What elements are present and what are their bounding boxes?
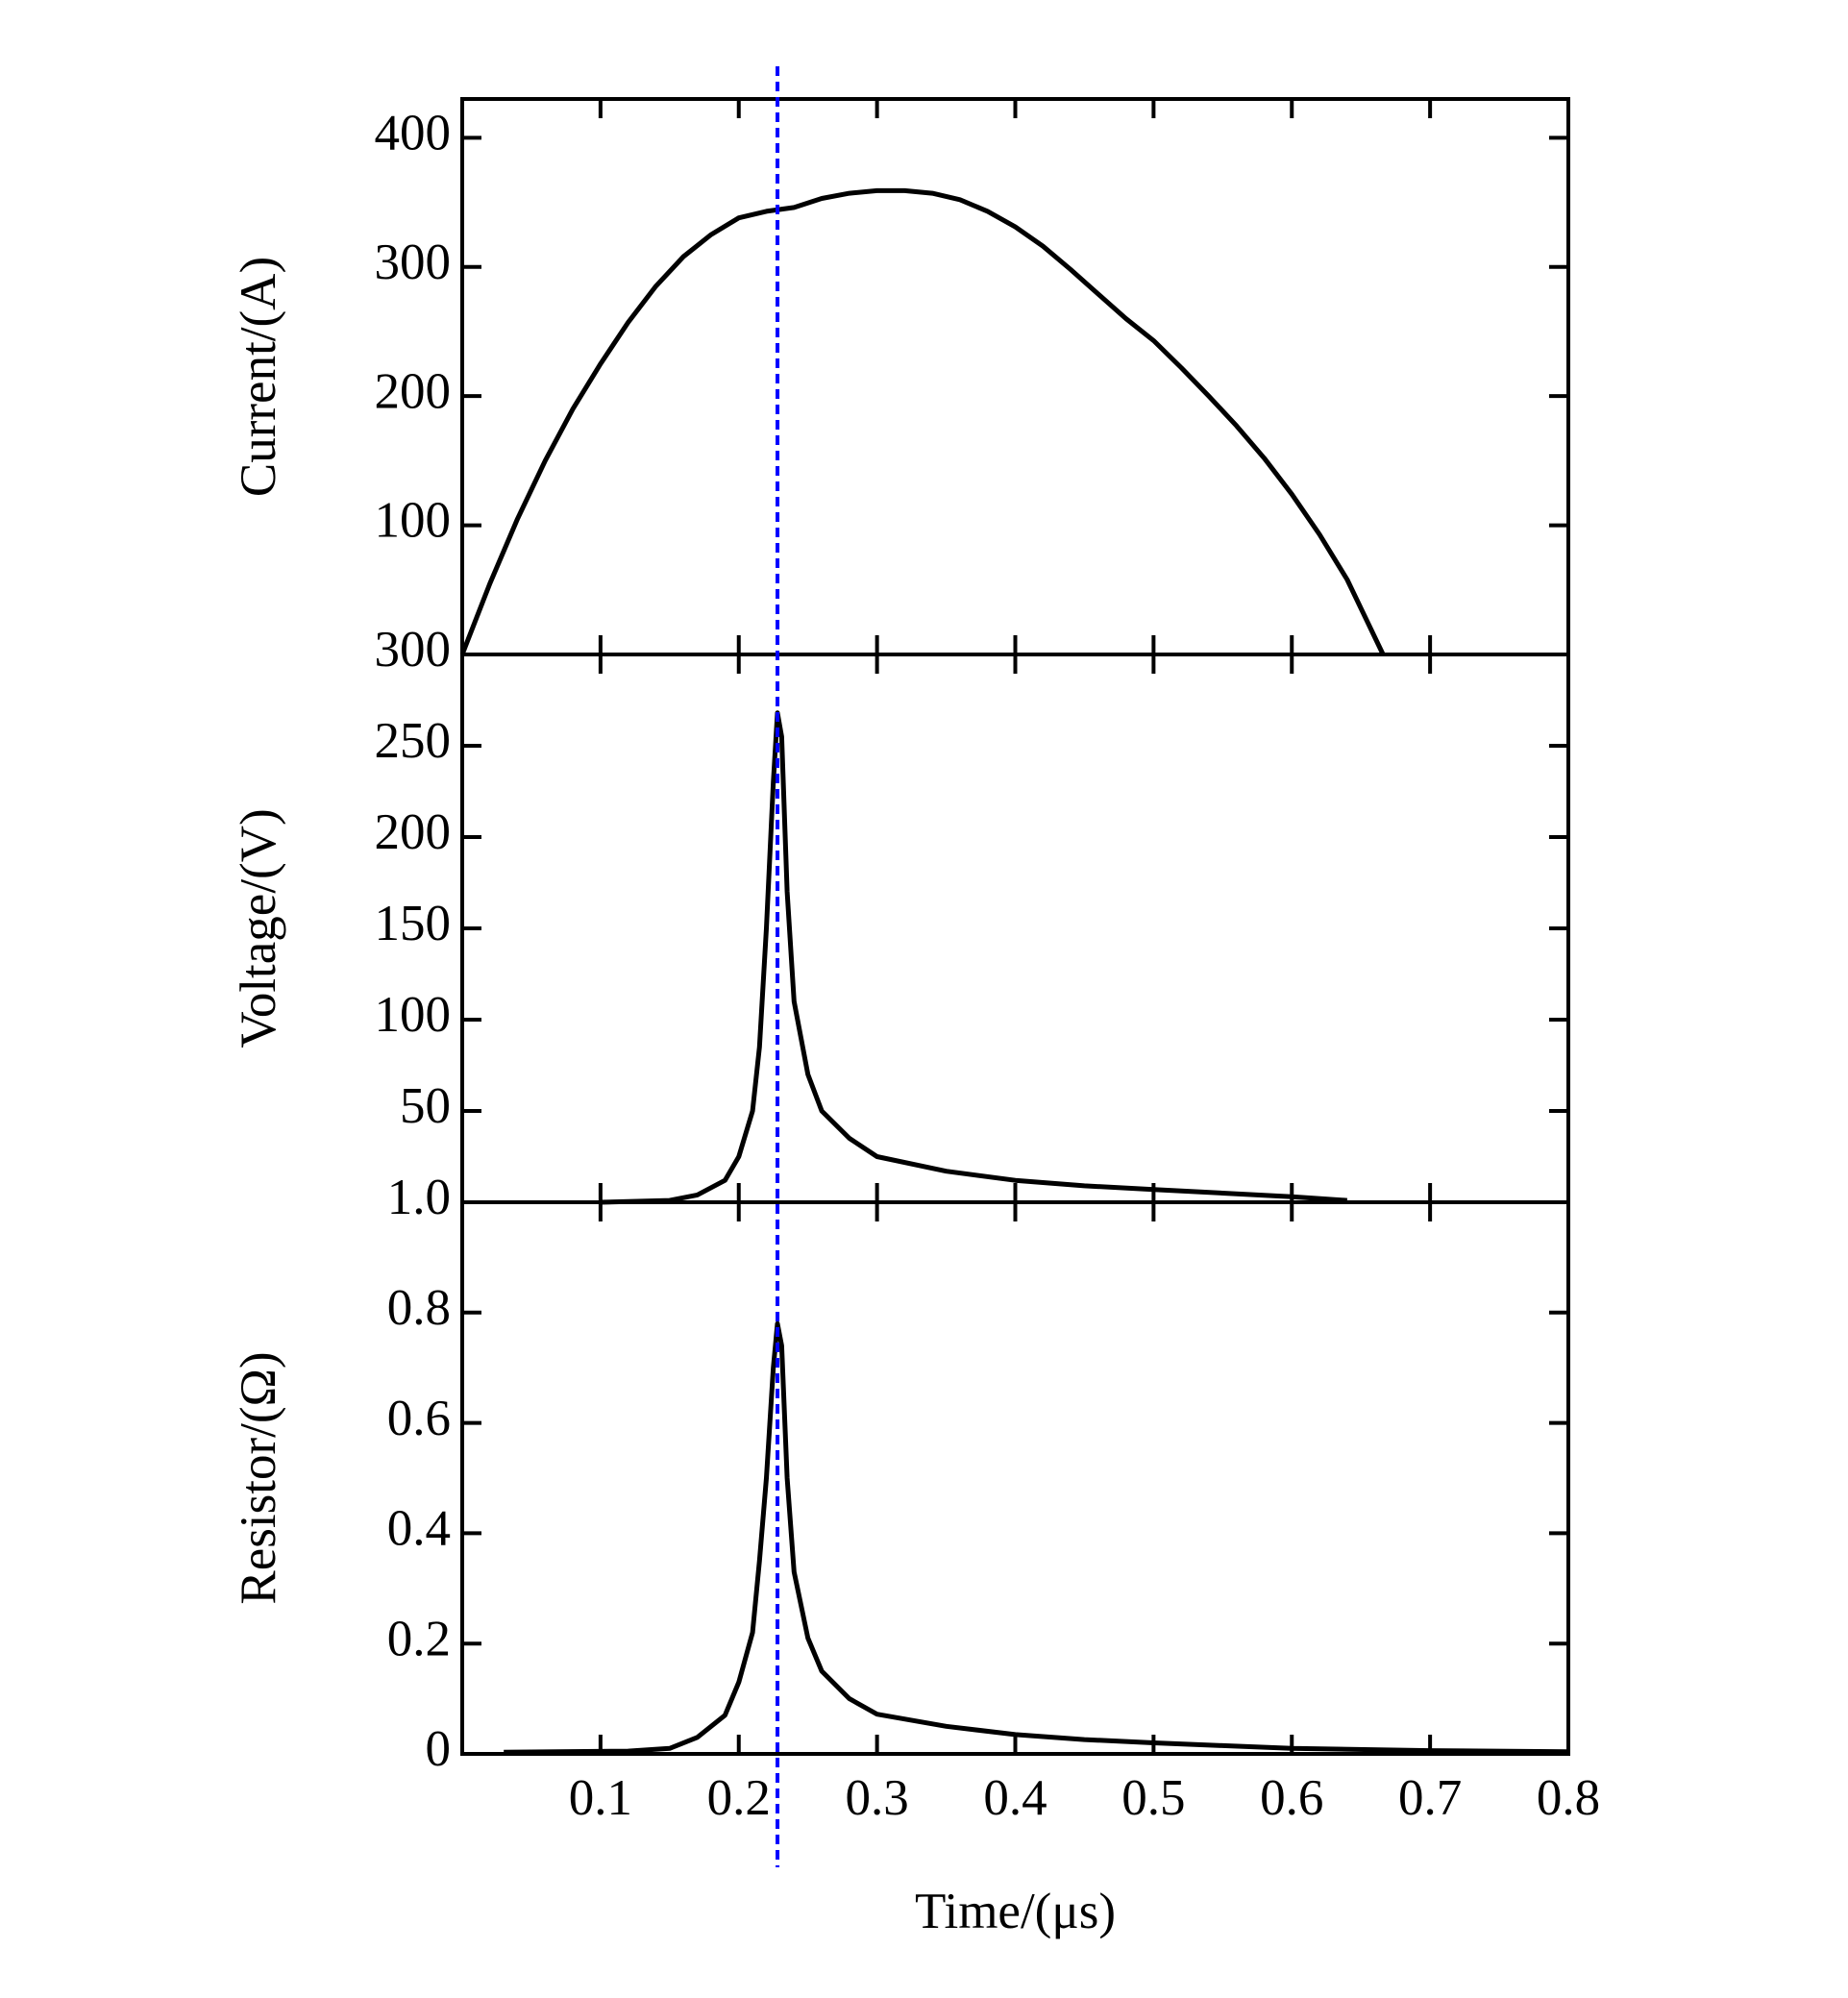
y-tick-label: 0.8 <box>387 1280 451 1336</box>
data-line <box>459 187 1386 656</box>
x-tick-label: 0.5 <box>1121 1770 1185 1826</box>
x-tick-label: 0.4 <box>983 1770 1047 1826</box>
plot-frame <box>460 1200 1570 1756</box>
y-tick-label: 0.2 <box>387 1611 451 1666</box>
y-tick-label: 0.4 <box>387 1501 451 1557</box>
x-tick-label: 0.1 <box>569 1770 632 1826</box>
y-axis-title: Resistor/(Ω) <box>231 1351 286 1604</box>
y-tick-label: 250 <box>375 713 452 769</box>
y-tick-label: 0 <box>426 1721 452 1777</box>
x-axis-title: Time/(μs) <box>915 1884 1116 1939</box>
y-tick-label: 0.6 <box>387 1391 451 1446</box>
x-tick-label: 0.2 <box>707 1770 771 1826</box>
x-tick-label: 0.8 <box>1537 1770 1600 1826</box>
y-axis-title: Voltage/(V) <box>231 808 286 1048</box>
y-tick-label: 300 <box>375 234 452 290</box>
y-tick-label: 100 <box>375 987 452 1043</box>
y-axis-title: Current/(A) <box>231 257 286 497</box>
x-tick-label: 0.7 <box>1398 1770 1462 1826</box>
y-tick-label: 150 <box>375 896 452 951</box>
plot-frame <box>460 653 1570 1204</box>
x-tick-label: 0.3 <box>846 1770 909 1826</box>
y-tick-label: 1.0 <box>387 1170 451 1225</box>
y-tick-label: 100 <box>375 493 452 549</box>
y-tick-label: 200 <box>375 363 452 419</box>
data-line <box>600 710 1347 1205</box>
y-tick-label: 400 <box>375 105 452 160</box>
y-tick-label: 200 <box>375 804 452 860</box>
y-tick-label: 50 <box>400 1078 451 1134</box>
y-tick-label: 300 <box>375 622 452 678</box>
plot-frame <box>460 97 1570 656</box>
data-line <box>504 1320 1569 1755</box>
x-tick-label: 0.6 <box>1260 1770 1323 1826</box>
